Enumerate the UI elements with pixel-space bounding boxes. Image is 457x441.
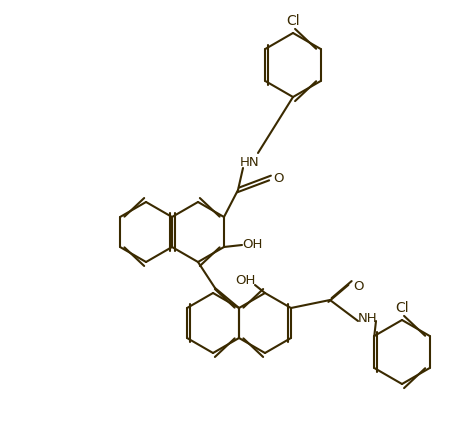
Text: O: O — [354, 280, 364, 292]
Text: Cl: Cl — [395, 301, 409, 315]
Text: Cl: Cl — [286, 14, 300, 28]
Text: NH: NH — [358, 311, 378, 325]
Text: O: O — [274, 172, 284, 184]
Text: OH: OH — [242, 239, 262, 251]
Text: HN: HN — [240, 156, 260, 168]
Text: OH: OH — [235, 274, 255, 288]
